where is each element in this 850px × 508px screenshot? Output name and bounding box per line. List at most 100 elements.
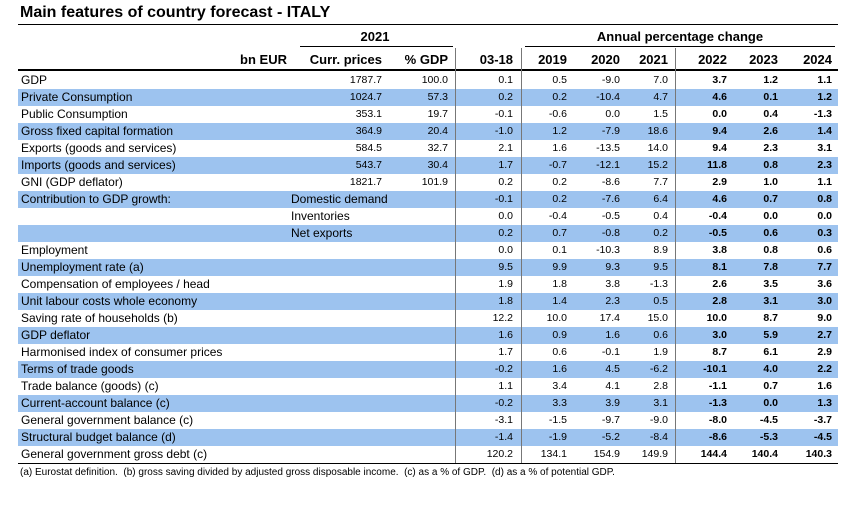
cell: 9.9 — [552, 261, 567, 273]
header-group: Annual percentage change — [596, 29, 764, 44]
cell: 5.9 — [763, 329, 778, 341]
cell: -8.6 — [708, 431, 727, 443]
cell: 2.3 — [605, 295, 620, 307]
cell: 0.8 — [763, 159, 778, 171]
cell: 8.7 — [712, 346, 727, 358]
cell: 0.0 — [763, 210, 778, 222]
row-shade — [18, 259, 838, 276]
row-shade — [18, 191, 838, 208]
cell: 1.6 — [498, 329, 513, 341]
cell: -6.2 — [649, 363, 668, 375]
row-shade — [18, 327, 838, 344]
cell: 1.1 — [498, 380, 513, 392]
cell: 12.2 — [492, 312, 513, 324]
cell: -10.3 — [596, 244, 620, 256]
cell: 9.4 — [712, 142, 727, 154]
cell: 3.0 — [712, 329, 727, 341]
row-label: GDP deflator — [21, 328, 91, 342]
cell: 0.6 — [763, 227, 778, 239]
cell: 2.3 — [817, 159, 832, 171]
cell: 0.0 — [763, 397, 778, 409]
cell: 1.1 — [817, 74, 832, 86]
cell: 30.4 — [427, 159, 448, 171]
cell: 0.8 — [763, 244, 778, 256]
cell: 0.7 — [763, 380, 778, 392]
row-label: Terms of trade goods — [21, 362, 134, 376]
cell: 7.0 — [653, 74, 668, 86]
row-label: Current-account balance (c) — [21, 396, 170, 410]
cell: 0.6 — [817, 244, 832, 256]
cell: 1.6 — [552, 142, 567, 154]
cell: 3.9 — [605, 397, 620, 409]
row-label: Gross fixed capital formation — [21, 124, 174, 138]
cell: 17.4 — [599, 312, 620, 324]
column-header: 03-18 — [479, 52, 513, 67]
cell: 2.6 — [712, 278, 727, 290]
cell: 0.5 — [653, 295, 668, 307]
cell: 100.0 — [421, 74, 448, 86]
cell: 0.6 — [653, 329, 668, 341]
cell: 0.1 — [498, 74, 513, 86]
row-shade — [18, 361, 838, 378]
row-label: Imports (goods and services) — [21, 158, 176, 172]
row-shade — [18, 123, 838, 140]
cell: -0.5 — [601, 210, 620, 222]
cell: 0.1 — [763, 91, 778, 103]
cell: -1.0 — [494, 125, 513, 137]
cell: 140.4 — [751, 448, 778, 460]
footnote: (a) Eurostat definition. (b) gross savin… — [20, 467, 615, 478]
row-label: GDP — [21, 73, 48, 87]
cell: 0.1 — [552, 244, 567, 256]
cell: 10.0 — [706, 312, 727, 324]
cell: 1787.7 — [349, 74, 382, 86]
cell: 1.7 — [498, 159, 513, 171]
cell: 9.0 — [817, 312, 832, 324]
cell: 9.3 — [605, 261, 620, 273]
cell: -4.5 — [759, 414, 778, 426]
cell: 15.2 — [647, 159, 668, 171]
cell: -12.1 — [596, 159, 620, 171]
cell: 1.7 — [498, 346, 513, 358]
row-label: Public Consumption — [21, 107, 128, 121]
cell: -1.3 — [708, 397, 727, 409]
cell: 1.4 — [552, 295, 567, 307]
cell: -13.5 — [596, 142, 620, 154]
cell: -7.6 — [601, 193, 620, 205]
column-header: 2023 — [749, 52, 778, 67]
cell: 3.5 — [763, 278, 778, 290]
cell: 3.0 — [817, 295, 832, 307]
cell: 2.1 — [498, 142, 513, 154]
cell: 0.4 — [653, 210, 668, 222]
cell: 14.0 — [647, 142, 668, 154]
cell: -0.4 — [708, 210, 727, 222]
cell: -1.1 — [708, 380, 727, 392]
cell: 8.7 — [763, 312, 778, 324]
cell: 0.2 — [498, 227, 513, 239]
column-header: 2021 — [639, 52, 668, 67]
cell: -8.6 — [601, 176, 620, 188]
cell: 2.7 — [817, 329, 832, 341]
cell: 2.6 — [763, 125, 778, 137]
cell: -4.5 — [813, 431, 832, 443]
row-sublabel: Inventories — [291, 209, 350, 223]
row-label: Saving rate of households (b) — [21, 311, 178, 325]
cell: 3.7 — [712, 74, 727, 86]
cell: 20.4 — [427, 125, 448, 137]
row-label: Unemployment rate (a) — [21, 260, 144, 274]
cell: 2.8 — [712, 295, 727, 307]
cell: 1.2 — [763, 74, 778, 86]
cell: 3.1 — [653, 397, 668, 409]
cell: 0.9 — [552, 329, 567, 341]
cell: 2.2 — [817, 363, 832, 375]
row-label: Private Consumption — [21, 90, 133, 104]
row-shade — [18, 293, 838, 310]
cell: 0.2 — [552, 91, 567, 103]
cell: -8.0 — [708, 414, 727, 426]
header-rule — [18, 69, 838, 71]
cell: 364.9 — [355, 125, 382, 137]
table-rule — [18, 463, 838, 464]
cell: 2.8 — [653, 380, 668, 392]
cell: 1.5 — [653, 108, 668, 120]
cell: 120.2 — [486, 448, 513, 460]
cell: 10.0 — [546, 312, 567, 324]
